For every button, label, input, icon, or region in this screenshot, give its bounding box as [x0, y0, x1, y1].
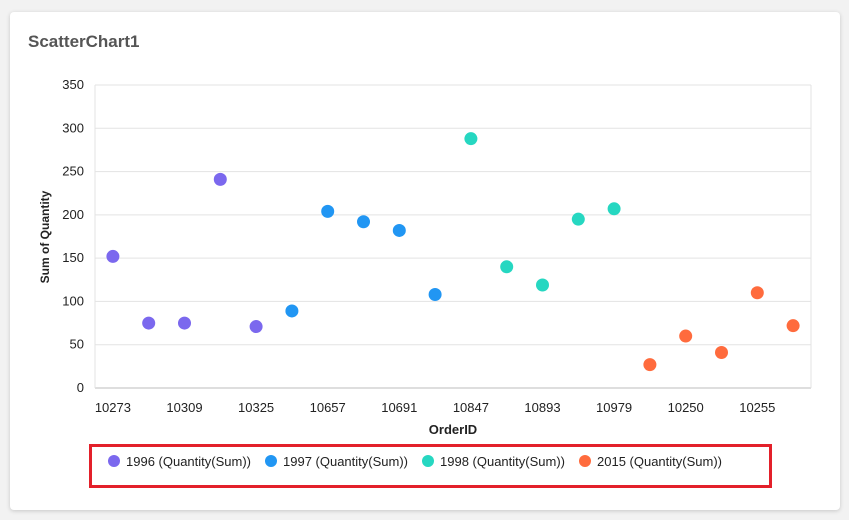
scatter-point[interactable] [536, 278, 549, 292]
scatter-point[interactable] [464, 132, 478, 146]
scatter-point[interactable] [607, 202, 621, 216]
legend-marker-icon [265, 455, 277, 467]
legend-marker-icon [108, 455, 120, 467]
scatter-point[interactable] [213, 172, 227, 186]
scatter-point[interactable] [715, 346, 728, 360]
x-tick-label: 10255 [739, 400, 775, 415]
y-tick-label: 200 [62, 207, 84, 222]
x-tick-label: 10691 [381, 400, 417, 415]
legend-item[interactable]: 1996 (Quantity(Sum)) [108, 454, 251, 469]
x-tick-label: 10893 [524, 400, 560, 415]
scatter-point[interactable] [142, 316, 156, 330]
y-tick-label: 300 [62, 120, 84, 135]
chart-legend: 1996 (Quantity(Sum)) 1997 (Quantity(Sum))… [108, 452, 736, 470]
legend-label: 2015 (Quantity(Sum)) [597, 453, 722, 469]
legend-label: 1996 (Quantity(Sum)) [126, 453, 251, 469]
legend-item[interactable]: 1998 (Quantity(Sum)) [422, 454, 565, 469]
legend-marker-icon [579, 455, 591, 467]
y-tick-label: 100 [62, 293, 84, 308]
x-axis-ticks: 10273 10309 10325 10657 10691 10847 10893 10979… [95, 400, 776, 415]
scatter-point[interactable] [786, 319, 800, 333]
y-tick-label: 150 [62, 250, 84, 265]
scatter-point[interactable] [500, 260, 514, 274]
x-tick-label: 10847 [453, 400, 489, 415]
scatter-point[interactable] [679, 329, 693, 343]
scatter-point[interactable] [285, 304, 299, 318]
scatter-point[interactable] [392, 223, 406, 237]
scatter-point[interactable] [750, 286, 764, 300]
chart-title: ScatterChart1 [28, 32, 140, 51]
x-tick-label: 10979 [596, 400, 632, 415]
y-tick-label: 350 [62, 77, 84, 92]
x-tick-label: 10309 [166, 400, 202, 415]
y-tick-label: 50 [70, 337, 84, 352]
legend-label: 1998 (Quantity(Sum)) [440, 453, 565, 469]
legend-item[interactable]: 2015 (Quantity(Sum)) [579, 454, 722, 469]
y-axis-ticks: 0 50 100 150 200 250 300 350 [62, 77, 84, 395]
x-tick-label: 10325 [238, 400, 274, 415]
chart-card: ScatterChart1 [10, 12, 840, 510]
scatter-point[interactable] [321, 204, 335, 218]
y-axis-label: Sum of Quantity [38, 190, 52, 283]
scatter-point[interactable] [357, 215, 370, 229]
x-tick-label: 10250 [668, 400, 704, 415]
y-tick-label: 0 [77, 380, 84, 395]
data-points [106, 132, 800, 372]
scatter-point[interactable] [428, 288, 442, 302]
x-tick-label: 10657 [310, 400, 346, 415]
scatter-point[interactable] [178, 316, 191, 330]
grid-lines [94, 84, 812, 389]
legend-highlight-box [89, 444, 772, 488]
x-axis-label: OrderID [429, 422, 477, 437]
scatter-point[interactable] [643, 358, 657, 372]
x-tick-label: 10273 [95, 400, 131, 415]
scatter-point[interactable] [571, 212, 585, 226]
scatter-point[interactable] [106, 249, 120, 263]
y-tick-label: 250 [62, 164, 84, 179]
legend-item[interactable]: 1997 (Quantity(Sum)) [265, 454, 408, 469]
legend-label: 1997 (Quantity(Sum)) [283, 453, 408, 469]
legend-marker-icon [422, 455, 434, 467]
scatter-point[interactable] [249, 320, 263, 334]
